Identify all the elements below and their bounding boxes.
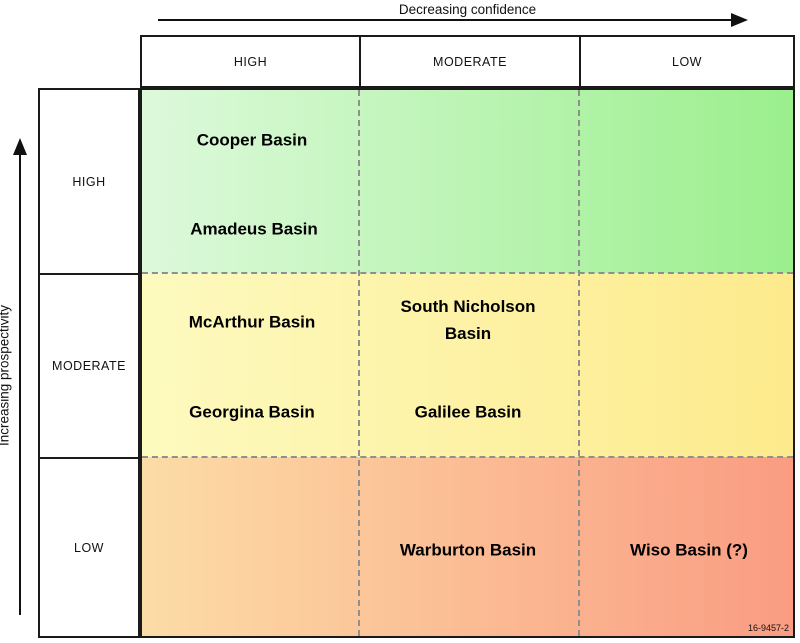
confidence-header-moderate: MODERATE — [359, 37, 579, 86]
dashed-gridline-horizontal-1 — [142, 272, 793, 274]
basin-label-cooper: Cooper Basin — [196, 130, 308, 150]
matrix-grid: Cooper Basin Amadeus Basin McArthur Basi… — [140, 88, 795, 638]
basin-label-galilee: Galilee Basin — [414, 402, 522, 422]
prospectivity-label-high: HIGH — [72, 174, 106, 189]
basin-label-wiso: Wiso Basin (?) — [630, 540, 748, 560]
basin-label-south-nicholson: South Nicholson Basin — [400, 296, 536, 343]
increasing-prospectivity-axis-label: Increasing prospectivity — [0, 304, 12, 447]
basin-label-georgina: Georgina Basin — [189, 402, 315, 422]
dashed-gridline-vertical-1 — [358, 90, 360, 636]
arrow-right-icon — [731, 13, 748, 27]
confidence-header-low: LOW — [579, 37, 793, 86]
decreasing-confidence-axis-label: Decreasing confidence — [398, 2, 537, 17]
dashed-gridline-horizontal-2 — [142, 456, 793, 458]
prospectivity-label-moderate: MODERATE — [40, 273, 138, 457]
prospectivity-label-low: LOW — [40, 457, 138, 636]
left-axis-arrow-line — [19, 152, 21, 615]
top-axis-arrow-line — [158, 19, 734, 21]
arrow-up-icon — [13, 138, 27, 155]
confidence-header-row: HIGH MODERATE LOW — [140, 35, 795, 88]
dashed-gridline-vertical-2 — [578, 90, 580, 636]
confidence-header-high: HIGH — [233, 54, 268, 69]
figure-number: 16-9457-2 — [747, 623, 789, 633]
basin-label-mcarthur: McArthur Basin — [188, 312, 316, 332]
basin-label-amadeus: Amadeus Basin — [190, 219, 318, 239]
matrix-row-high-prospectivity — [142, 90, 793, 273]
basin-label-warburton: Warburton Basin — [399, 540, 537, 560]
matrix-row-moderate-prospectivity — [142, 273, 793, 457]
prospectivity-label-column: HIGH MODERATE LOW — [38, 88, 140, 638]
matrix-row-low-prospectivity — [142, 457, 793, 636]
